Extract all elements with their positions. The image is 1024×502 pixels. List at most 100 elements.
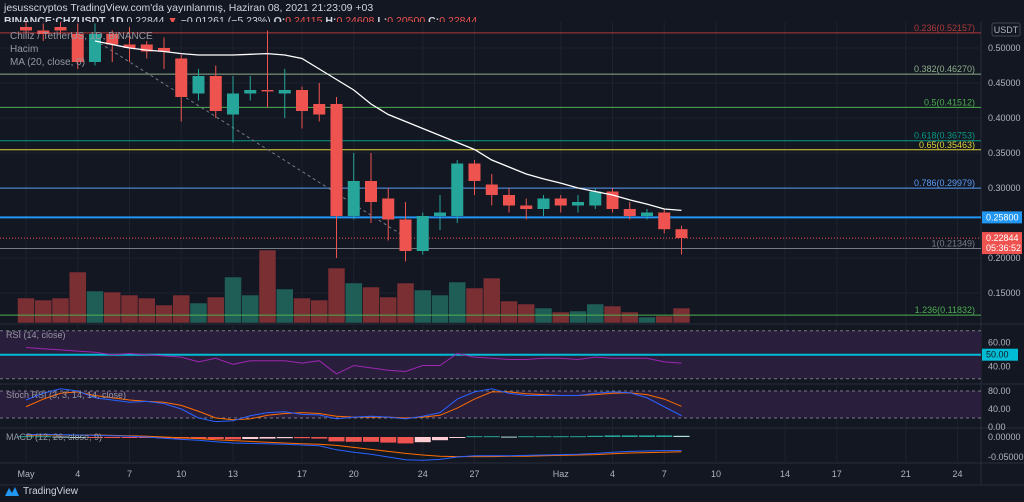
fib-level-label: 0.382(0.46270) <box>914 64 975 74</box>
legend-volume[interactable]: Hacim <box>10 44 39 55</box>
candle-body <box>675 229 688 239</box>
volume-bar <box>51 297 70 324</box>
macd-histogram-bar <box>190 437 207 439</box>
macd-histogram-bar <box>259 437 276 439</box>
x-tick-label: 10 <box>711 469 721 479</box>
macd-histogram-bar <box>328 437 345 442</box>
volume-bar <box>310 299 328 324</box>
stoch-tick-label: 80.00 <box>988 386 1011 396</box>
rsi-tick-label: 40.00 <box>988 362 1011 372</box>
candle-body <box>589 191 602 206</box>
y-tick-label: 0.35000 <box>988 148 1021 158</box>
x-tick-label: 21 <box>901 469 911 479</box>
volume-bar <box>189 302 208 324</box>
rsi-line <box>25 347 682 375</box>
y-tick-label: 0.45000 <box>988 78 1021 88</box>
macd-histogram-bar <box>18 436 34 438</box>
volume-bar <box>34 299 52 324</box>
macd-histogram-bar <box>414 437 431 443</box>
macd-histogram-bar <box>311 437 328 439</box>
footer-brand[interactable]: TradingView <box>23 485 79 497</box>
candle-body <box>554 198 567 206</box>
rsi-mid-label: 50.00 <box>986 350 1009 360</box>
volume-bar <box>638 316 656 324</box>
x-tick-label: 4 <box>75 469 80 479</box>
macd-line <box>25 433 682 461</box>
candle-body <box>399 219 412 251</box>
volume-bar <box>396 282 415 324</box>
volume-bar <box>655 315 673 324</box>
volume-bar <box>258 249 277 324</box>
candle-body <box>623 209 636 216</box>
fib-level-label: 0.786(0.29979) <box>914 178 975 188</box>
y-tick-label: 0.50000 <box>988 43 1021 53</box>
y-tick-label: 0.40000 <box>988 113 1021 123</box>
macd-histogram-bar <box>225 437 241 440</box>
candle-body <box>658 212 671 230</box>
candle-body <box>175 58 188 97</box>
macd-title: MACD (12, 26, close, 9) <box>6 432 102 442</box>
fib-level-label: 0.618(0.36753) <box>914 131 975 141</box>
volume-bar <box>362 286 380 324</box>
macd-histogram-bar <box>449 437 466 438</box>
volume-bar <box>241 294 259 324</box>
volume-bar <box>17 297 35 324</box>
fib-level-label: 1.236(0.11832) <box>915 305 975 315</box>
fib-level-label: 0.236(0.52157) <box>914 23 975 33</box>
volume-bar <box>138 297 156 324</box>
volume-bar <box>172 294 190 324</box>
x-tick-label: 27 <box>469 469 479 479</box>
fib-level-label: 0.5(0.41512) <box>924 97 975 107</box>
volume-bar <box>207 296 225 324</box>
down-arrow-icon: ▼ <box>167 15 178 27</box>
support-price-label: 0.25800 <box>986 212 1019 222</box>
volume-bar <box>276 288 294 324</box>
volume-bar <box>103 291 121 324</box>
x-tick-label: 24 <box>952 469 962 479</box>
volume-bar <box>621 311 639 324</box>
volume-bar <box>379 296 397 324</box>
candle-body <box>365 181 377 202</box>
macd-histogram-bar <box>518 436 535 438</box>
candle-body <box>278 90 291 94</box>
fib-level-label: 1(0.21349) <box>931 239 975 249</box>
candle-body <box>434 212 446 216</box>
macd-histogram-bar <box>35 436 52 438</box>
last-price-label: 0.22844 <box>986 233 1019 243</box>
x-tick-label: May <box>17 469 35 479</box>
macd-histogram-bar <box>87 437 103 438</box>
legend-ma[interactable]: MA (20, close, 0) <box>10 57 86 68</box>
volume-bar <box>483 277 501 324</box>
candle-body <box>330 104 343 216</box>
candle-body <box>451 163 464 216</box>
ma-line <box>94 40 682 212</box>
y-tick-label: 0.20000 <box>988 253 1021 263</box>
macd-histogram-bar <box>535 436 552 438</box>
footer: TradingView <box>4 485 78 497</box>
rsi-mid-tag <box>982 348 1018 361</box>
candle-body <box>485 184 498 195</box>
macd-histogram-bar <box>466 436 483 438</box>
rsi-title: RSI (14, close) <box>6 330 66 340</box>
candle-body <box>71 34 84 62</box>
bar-countdown: 05:36:52 <box>986 243 1021 253</box>
x-tick-label: 17 <box>832 469 842 479</box>
volume-bar <box>345 282 363 324</box>
tradingview-logo-icon <box>5 487 19 496</box>
stoch-band <box>0 391 981 418</box>
candle-body <box>572 202 584 206</box>
macd-histogram-bar <box>552 436 569 438</box>
volume-bar <box>603 305 622 324</box>
currency-label: USDT <box>994 25 1019 35</box>
volume-bar <box>465 287 484 324</box>
candle-body <box>158 48 170 52</box>
fib-level-label: 0.65(0.35463) <box>919 140 975 150</box>
macd-histogram-bar <box>276 437 293 439</box>
candle-body <box>123 44 136 48</box>
stoch-title: Stoch RSI (3, 3, 14, 14, close) <box>6 390 126 400</box>
legend-symbol[interactable]: Chiliz / TetherUS, 1D, BINANCE <box>10 31 153 42</box>
macd-histogram-bar <box>570 436 586 438</box>
macd-signal-line <box>25 434 682 458</box>
volume-bar <box>86 290 104 324</box>
